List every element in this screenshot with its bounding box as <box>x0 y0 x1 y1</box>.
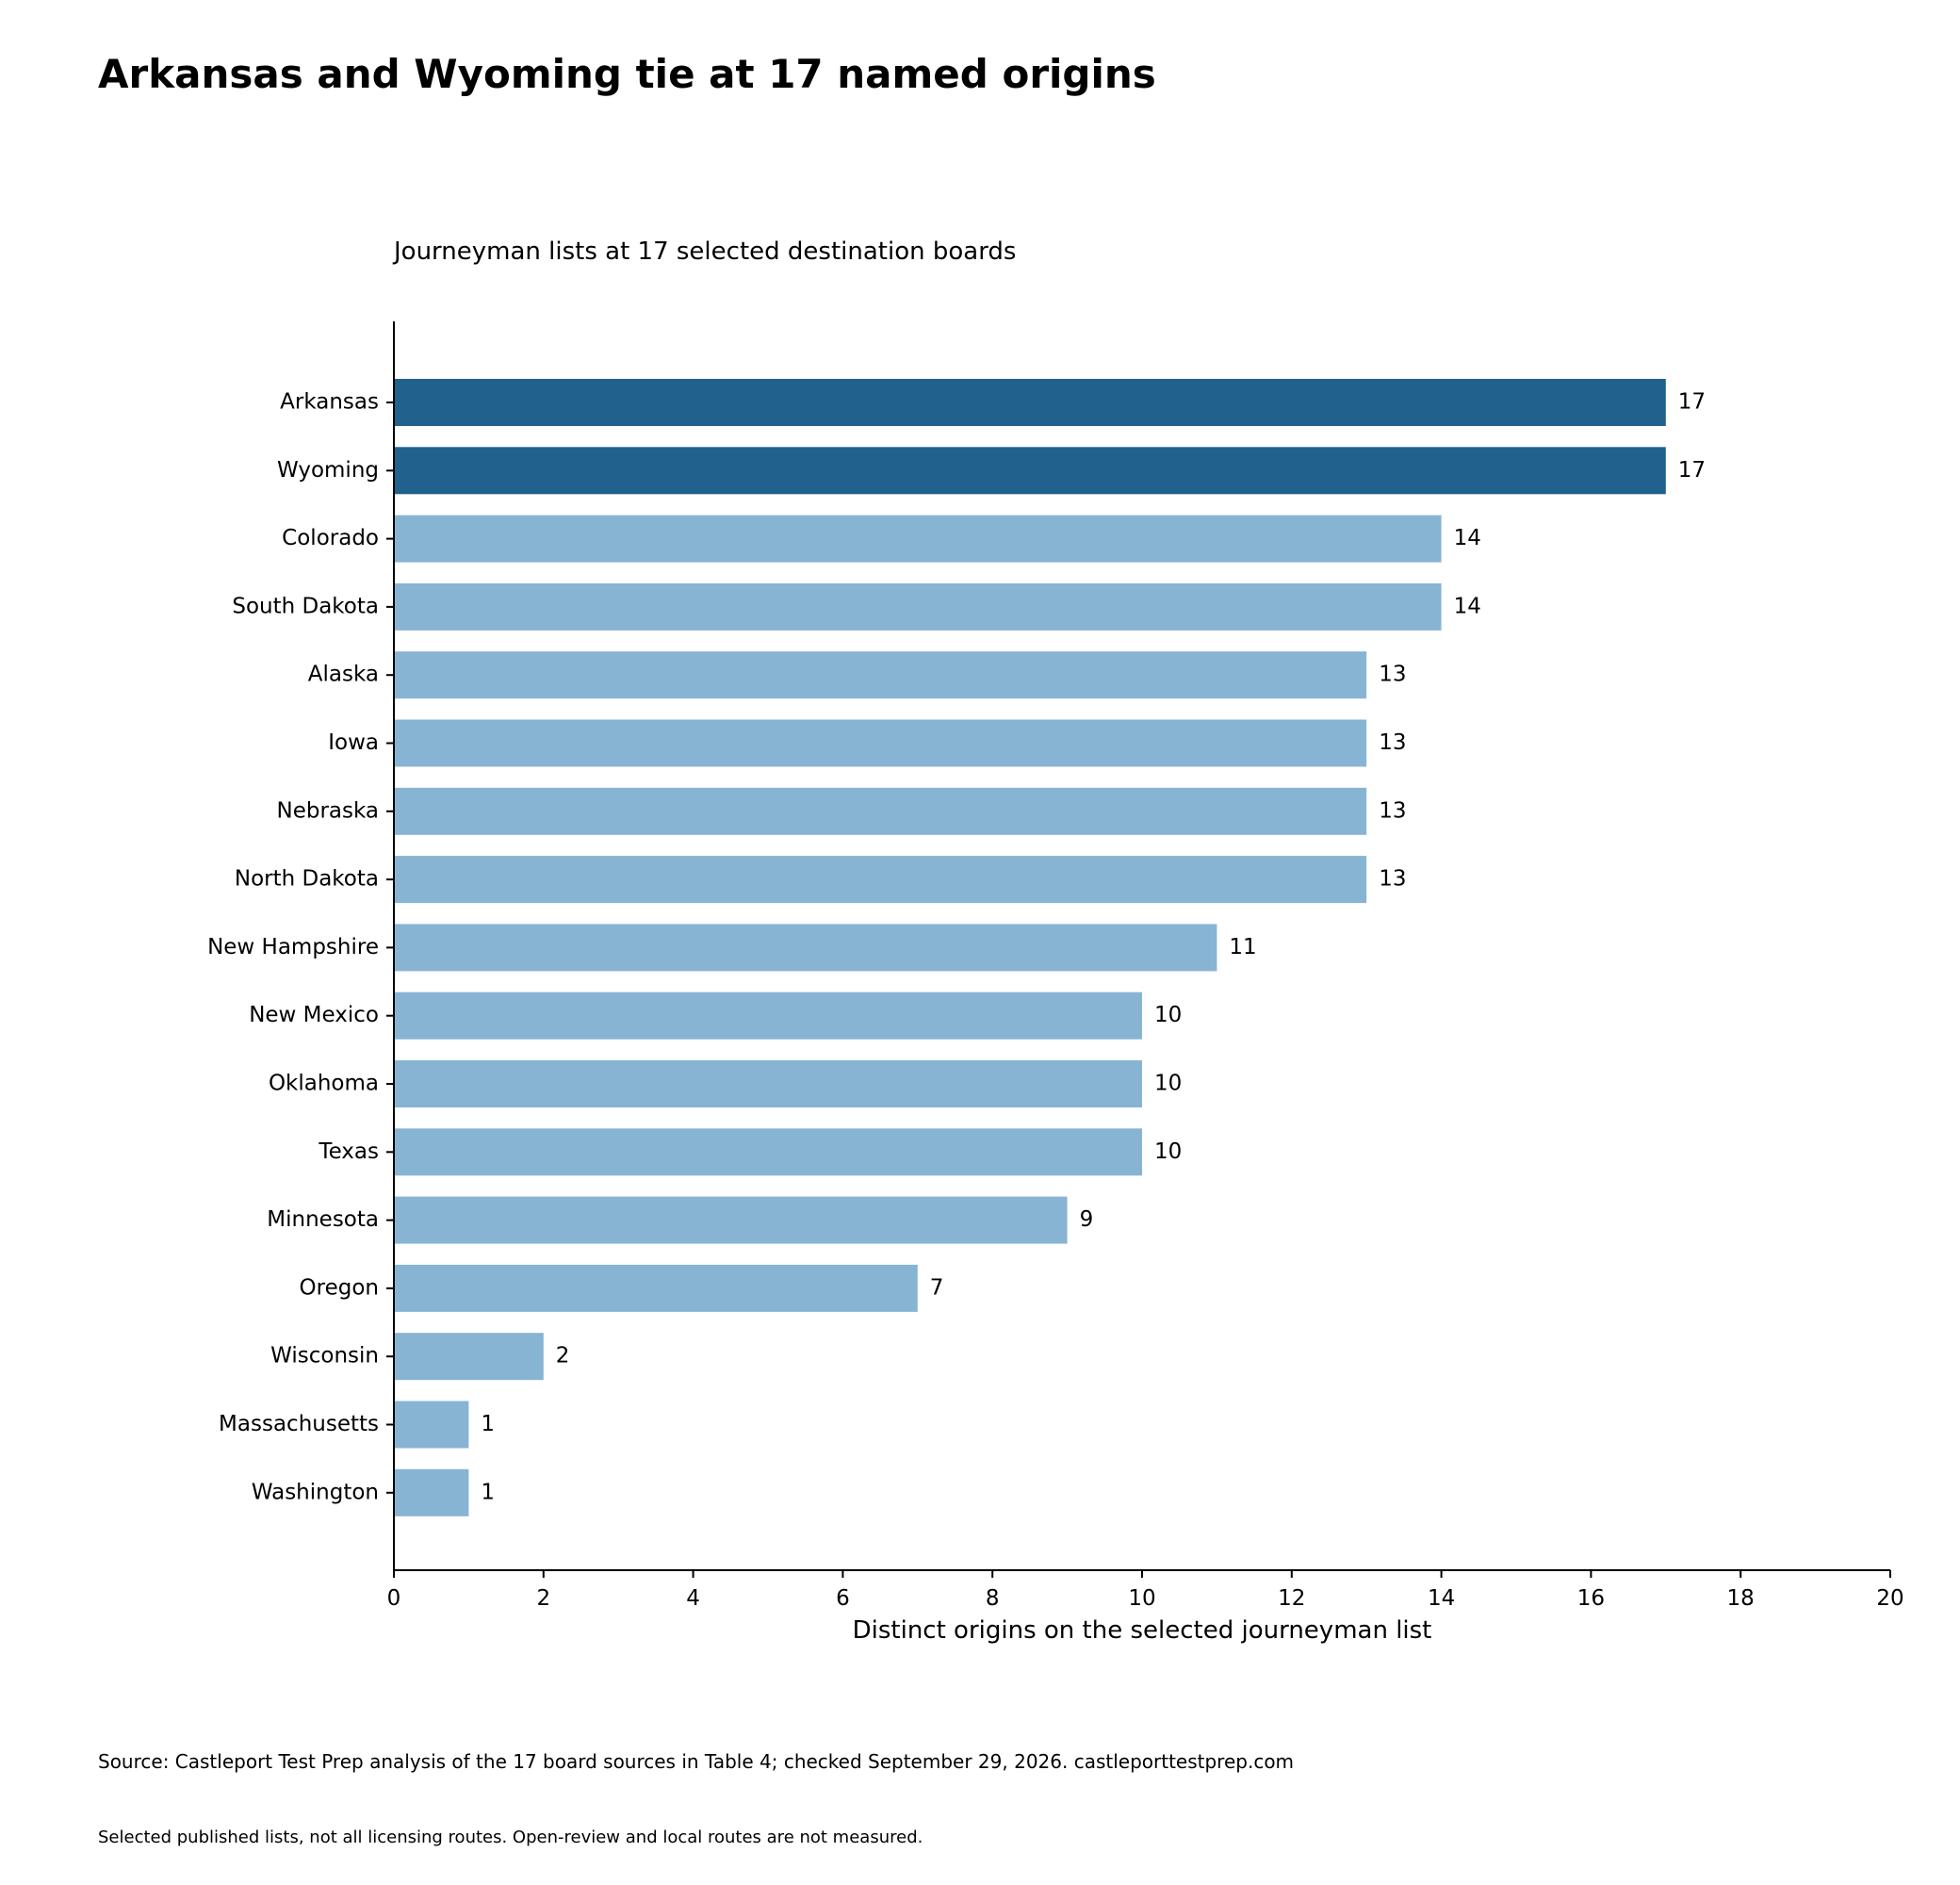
data-label: 17 <box>1678 390 1706 415</box>
bar <box>394 1128 1142 1176</box>
x-tick-label: 2 <box>536 1586 550 1611</box>
category-label: Oklahoma <box>269 1072 379 1096</box>
x-tick-label: 20 <box>1876 1586 1903 1611</box>
bar <box>394 1264 918 1312</box>
category-label: Alaska <box>308 663 379 687</box>
chart-subtitle: Journeyman lists at 17 selected destinat… <box>392 238 1016 266</box>
data-label: 7 <box>930 1275 944 1300</box>
bar <box>394 924 1217 972</box>
x-tick-label: 10 <box>1128 1586 1155 1611</box>
category-label: Washington <box>252 1480 379 1504</box>
source-footnote: Source: Castleport Test Prep analysis of… <box>98 1750 1294 1773</box>
data-label: 13 <box>1379 663 1406 687</box>
data-label: 9 <box>1080 1207 1094 1232</box>
data-label: 14 <box>1454 526 1481 550</box>
category-label: Minnesota <box>267 1207 379 1232</box>
data-label: 17 <box>1678 458 1706 483</box>
x-tick-label: 8 <box>986 1586 1000 1611</box>
category-label: North Dakota <box>235 867 379 892</box>
bar <box>394 787 1367 835</box>
x-tick-label: 4 <box>686 1586 700 1611</box>
x-tick-label: 0 <box>387 1586 401 1611</box>
bar <box>394 1060 1142 1107</box>
bar <box>394 1468 469 1516</box>
data-label: 1 <box>481 1480 495 1504</box>
bar <box>394 1196 1068 1244</box>
y-ticks-layer <box>386 402 394 1494</box>
data-label: 2 <box>556 1344 570 1369</box>
data-label: 13 <box>1379 798 1406 823</box>
data-label: 1 <box>481 1412 495 1436</box>
bar <box>394 651 1367 699</box>
data-label: 13 <box>1379 867 1406 892</box>
bars-layer <box>394 379 1666 1516</box>
x-tick-label: 16 <box>1577 1586 1605 1611</box>
category-label: Oregon <box>300 1275 379 1300</box>
data-label: 10 <box>1154 1072 1182 1096</box>
bar <box>394 992 1142 1040</box>
category-labels-layer: Arkansas Wyoming Colorado South Dakota Alask… <box>207 390 379 1505</box>
chart-title: Arkansas and Wyoming tie at 17 named ori… <box>98 51 1156 97</box>
data-label: 13 <box>1379 730 1406 755</box>
category-label: Iowa <box>328 730 379 755</box>
bar <box>394 515 1442 563</box>
data-label: 10 <box>1154 1003 1182 1027</box>
category-label: Massachusetts <box>219 1412 379 1436</box>
x-axis-title: Distinct origins on the selected journey… <box>853 1616 1432 1645</box>
bar <box>394 447 1666 495</box>
bar <box>394 379 1666 426</box>
category-label: Wisconsin <box>270 1344 379 1369</box>
bar <box>394 1333 544 1381</box>
bar <box>394 719 1367 767</box>
data-label: 14 <box>1454 594 1481 618</box>
x-tick-label: 18 <box>1727 1586 1755 1611</box>
data-label: 10 <box>1154 1139 1182 1164</box>
category-label: Colorado <box>282 526 379 550</box>
note-footnote: Selected published lists, not all licens… <box>98 1828 923 1847</box>
category-label: Texas <box>318 1139 379 1164</box>
bar <box>394 1401 469 1449</box>
bar <box>394 582 1442 631</box>
category-label: South Dakota <box>232 594 379 618</box>
data-label: 11 <box>1229 935 1256 959</box>
bar <box>394 856 1367 904</box>
x-ticks-layer: 0 2 4 6 8 10 12 14 16 18 20 <box>387 1570 1904 1611</box>
category-label: New Mexico <box>249 1003 379 1027</box>
x-tick-label: 14 <box>1428 1586 1455 1611</box>
category-label: Nebraska <box>277 798 380 823</box>
category-label: Arkansas <box>280 390 379 415</box>
category-label: Wyoming <box>277 458 379 483</box>
category-label: New Hampshire <box>207 935 379 959</box>
x-tick-label: 12 <box>1278 1586 1305 1611</box>
x-tick-label: 6 <box>836 1586 850 1611</box>
